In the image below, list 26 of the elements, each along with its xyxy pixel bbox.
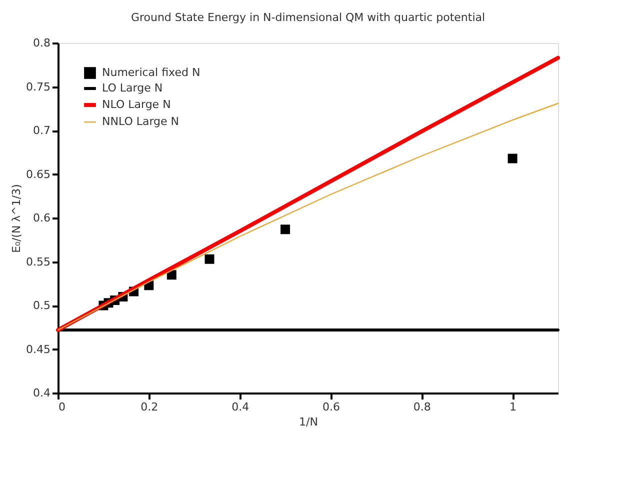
point <box>508 154 518 164</box>
x-tick-label: 0 <box>58 400 66 414</box>
legend-label: LO Large N <box>102 82 163 94</box>
y-tick-label: 0.5 <box>33 299 50 312</box>
point <box>280 224 290 234</box>
point <box>204 254 214 264</box>
y-tick-label: 0.65 <box>26 168 50 181</box>
legend-label: NLO Large N <box>102 98 171 111</box>
y-tick-label: 0.8 <box>33 36 50 50</box>
y-tick-label: 0.55 <box>26 255 50 268</box>
x-tick-label: 1 <box>510 400 517 414</box>
y-tick-label: 0.7 <box>33 124 50 137</box>
x-tick-label: 0.8 <box>413 400 431 414</box>
x-tick-label: 0.6 <box>322 400 340 414</box>
chart-title: Ground State Energy in N-dimensional QM with quartic potential <box>130 11 486 24</box>
y-tick-label: 0.75 <box>26 80 50 94</box>
x-axis-title: 1/N <box>299 416 318 428</box>
y-axis-title: E₀/(N λ^1/3) <box>10 184 24 253</box>
y-tick-label: 0.4 <box>33 386 50 400</box>
y-tick-label: 0.45 <box>26 342 50 356</box>
legend-label: Numerical fixed N <box>102 66 200 79</box>
line-series <box>56 56 560 332</box>
y-tick-label: 0.6 <box>33 212 50 224</box>
legend-label: NNLO Large N <box>102 115 180 128</box>
x-tick-label: 0.4 <box>232 400 250 414</box>
x-tick-label: 0.2 <box>140 400 158 414</box>
